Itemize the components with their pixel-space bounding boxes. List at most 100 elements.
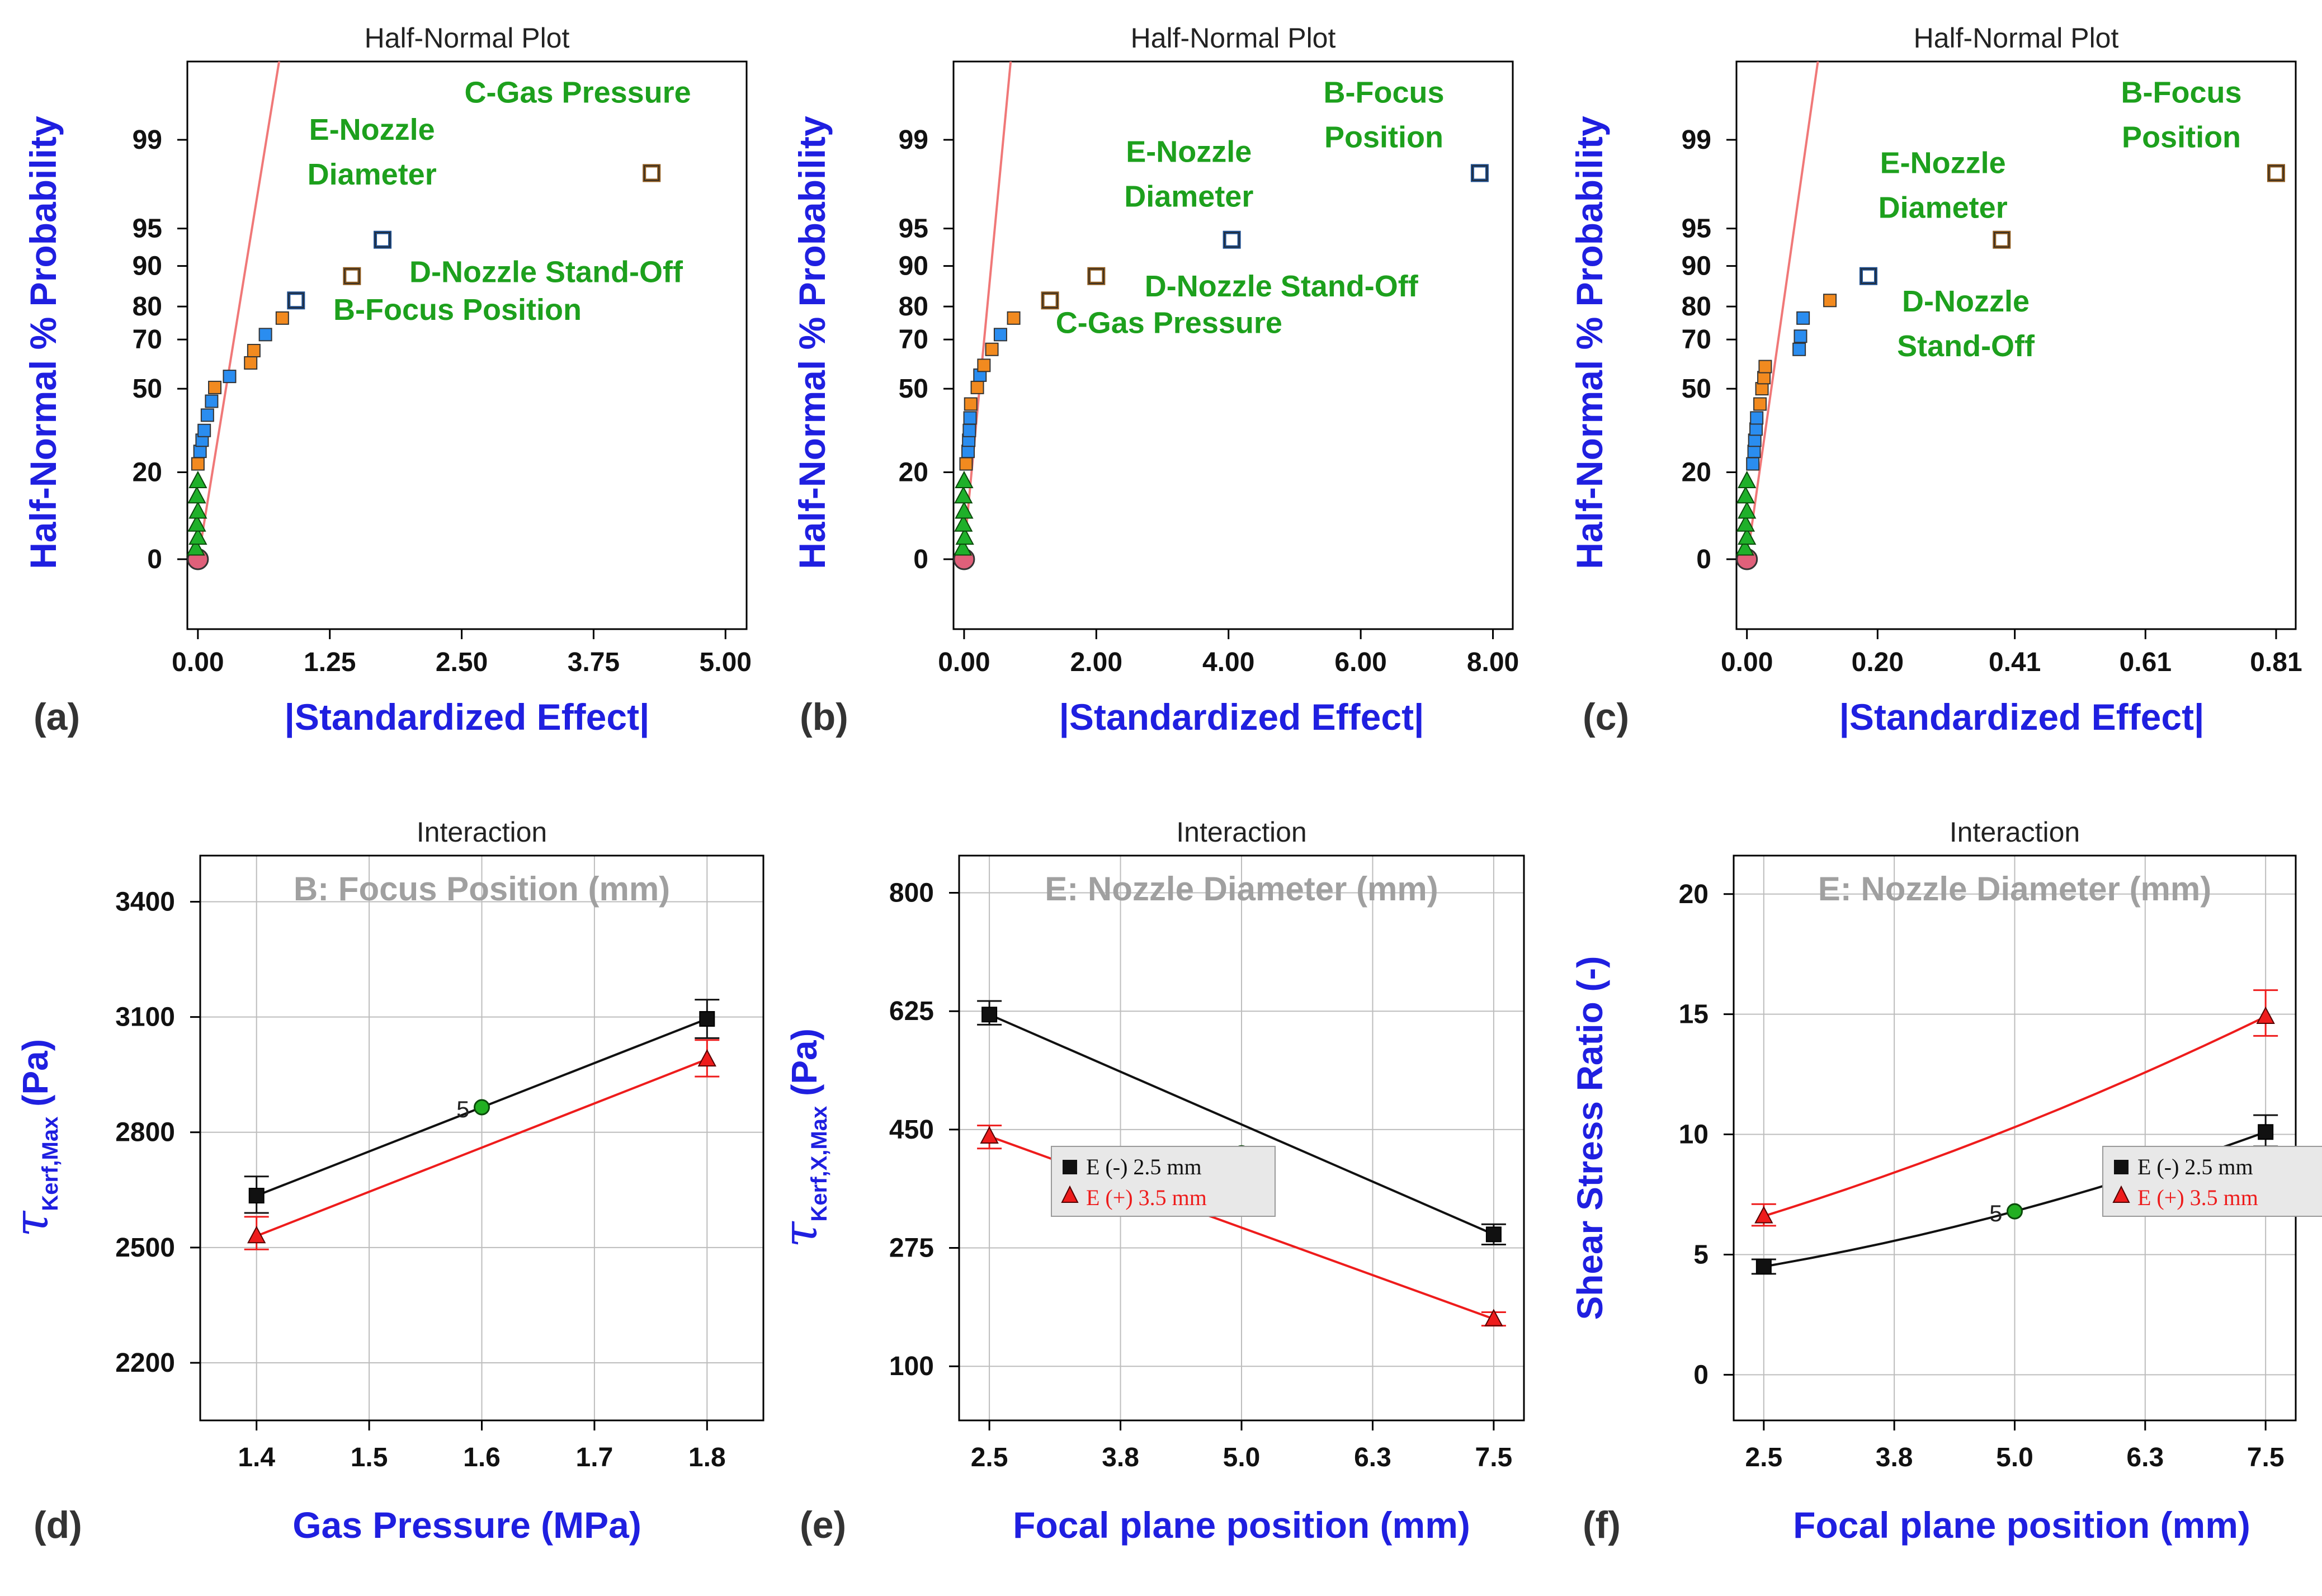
series-marker	[2256, 1006, 2275, 1024]
series-marker	[248, 1188, 265, 1204]
y-tick-label: 80	[1682, 292, 1711, 322]
significant-effect-marker-outline	[1994, 232, 2010, 248]
effect-annotation: D-Nozzle Stand-Off	[1145, 270, 1419, 303]
significant-effect-marker	[1223, 230, 1241, 249]
error-point-marker	[955, 501, 974, 519]
x-tick-label: 5.0	[1996, 1443, 2033, 1472]
x-tick-label: 7.5	[1475, 1443, 1513, 1472]
x-tick-label: 0.00	[172, 648, 224, 677]
effect-point-marker	[1757, 371, 1771, 385]
error-point-marker	[188, 527, 207, 545]
error-point-marker	[187, 514, 206, 532]
significant-effect-marker	[1859, 267, 1877, 285]
error-point-marker	[955, 470, 974, 489]
x-tick-label: 1.5	[351, 1443, 388, 1472]
significant-effect-marker	[1087, 267, 1106, 285]
y-label-subscript: Kerf,X,Max	[807, 1106, 832, 1222]
x-tick-label: 0.20	[1852, 648, 1904, 677]
x-tick-label: 3.75	[568, 648, 620, 677]
effect-point-marker	[993, 328, 1007, 342]
x-tick-label: 6.00	[1334, 648, 1386, 677]
plot-frame	[958, 854, 1525, 1422]
effect-point-marker	[193, 445, 207, 459]
legend-box	[2102, 1146, 2322, 1217]
x-tick-label: 2.00	[1070, 648, 1122, 677]
legend-entry: E (+) 3.5 mm	[2137, 1185, 2258, 1210]
effect-annotation: E-Nozzle	[1126, 135, 1252, 169]
effect-annotation: Diameter	[1879, 191, 2008, 224]
x-tick-label: 8.00	[1467, 648, 1519, 677]
effect-point-marker	[200, 408, 214, 422]
y-tick-label: 625	[889, 997, 934, 1026]
error-point-marker	[188, 501, 207, 519]
effect-annotation: C-Gas Pressure	[1056, 306, 1282, 339]
interaction-panel-e: 2.5 3.8 5.0 6.3 7.5 100 275 450 625 800 Interactio…	[773, 816, 1525, 1546]
effect-point-marker	[1750, 411, 1764, 425]
effect-point-marker	[223, 370, 237, 384]
plot-title: Half-Normal Plot	[1914, 22, 2119, 54]
interaction-panel-f: 2.5 3.8 5.0 6.3 7.5 0 5 10 15 20 Interaction E: Noz…	[1570, 816, 2322, 1546]
center-point-count: 5	[1989, 1200, 2002, 1226]
error-point-marker	[187, 486, 206, 504]
x-tick-label: 2.5	[971, 1443, 1008, 1472]
effect-annotation: E-Nozzle	[1880, 146, 2006, 180]
y-tick-label: 10	[1679, 1120, 1709, 1150]
x-tick-label: 0.00	[1721, 648, 1773, 677]
error-point-marker	[1738, 470, 1757, 489]
y-axis-label: Shear Stress Ratio (-)	[1570, 956, 1610, 1320]
y-tick-label: 15	[1679, 1000, 1709, 1030]
effect-point-marker	[1792, 342, 1806, 356]
significant-effect-marker-outline	[288, 292, 304, 309]
legend-swatch-square	[2114, 1160, 2128, 1174]
legend: E (-) 2.5 mm E (+) 3.5 mm	[2102, 1146, 2322, 1217]
reference-line	[200, 62, 281, 542]
x-axis-label: Gas Pressure (MPa)	[292, 1504, 641, 1546]
y-tick-label: 80	[133, 292, 162, 322]
effect-point-marker	[970, 380, 984, 394]
y-tick-label: 800	[889, 879, 934, 908]
effect-point-marker	[1755, 382, 1769, 396]
legend-entry: E (+) 3.5 mm	[1086, 1185, 1207, 1210]
x-tick-label: 0.61	[2120, 648, 2172, 677]
y-tick-label: 450	[889, 1115, 934, 1145]
x-tick-label: 4.00	[1202, 648, 1254, 677]
significant-effect-marker-outline	[1861, 268, 1876, 284]
error-point-marker	[1736, 514, 1755, 532]
effect-point-marker	[985, 342, 999, 356]
effect-point-marker	[247, 343, 261, 357]
y-tick-label: 90	[133, 252, 162, 281]
y-tick-label: 20	[1682, 457, 1711, 487]
effect-annotation: C-Gas Pressure	[465, 75, 691, 109]
effect-point-marker	[962, 423, 976, 437]
y-tick-label: 2200	[115, 1348, 175, 1378]
y-tick-label: 0	[913, 545, 928, 574]
x-tick-label: 6.3	[1354, 1443, 1391, 1472]
y-tick-label: 99	[133, 125, 162, 155]
significant-effect-marker-outline	[1472, 165, 1488, 181]
effect-annotation: Position	[1324, 120, 1443, 154]
effect-point-marker	[205, 394, 219, 408]
y-tick-label: 50	[133, 374, 162, 404]
y-tick-label: 2500	[115, 1233, 175, 1263]
legend-swatch-triangle	[1061, 1185, 1079, 1203]
significant-effect-marker	[2267, 164, 2285, 182]
x-tick-label: 6.3	[2126, 1443, 2164, 1472]
error-point-marker	[1736, 486, 1755, 504]
y-tick-label: 20	[899, 457, 928, 487]
error-point-marker	[955, 527, 974, 545]
effect-point-marker	[1753, 397, 1767, 411]
significant-effect-marker	[643, 164, 661, 182]
plot-frame	[952, 60, 1514, 630]
y-tick-label: 90	[1682, 252, 1711, 281]
reference-line	[1748, 62, 1819, 542]
x-tick-label: 1.7	[576, 1443, 613, 1472]
y-axis-label: τKerf,X,Max (Pa)	[773, 1028, 832, 1248]
effect-annotation: Position	[2122, 120, 2241, 154]
significant-effect-marker-outline	[2268, 165, 2284, 181]
y-label-unit: Shear Stress Ratio (-)	[1570, 956, 1610, 1320]
x-axis-label: Focal plane position (mm)	[1793, 1504, 2250, 1546]
significant-effect-marker	[1470, 164, 1489, 182]
